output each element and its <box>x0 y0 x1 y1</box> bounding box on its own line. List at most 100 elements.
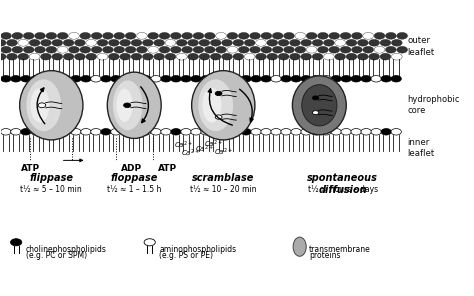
Circle shape <box>346 39 357 46</box>
Circle shape <box>86 39 97 46</box>
Circle shape <box>101 75 111 82</box>
Circle shape <box>215 91 222 96</box>
Circle shape <box>35 33 46 39</box>
Circle shape <box>306 33 317 39</box>
Circle shape <box>51 128 61 135</box>
Circle shape <box>46 33 57 39</box>
Circle shape <box>321 75 331 82</box>
Circle shape <box>278 39 289 46</box>
Text: ATP: ATP <box>157 164 177 173</box>
Circle shape <box>142 53 153 60</box>
Circle shape <box>391 75 401 82</box>
Circle shape <box>231 128 241 135</box>
Circle shape <box>91 33 102 39</box>
Ellipse shape <box>191 71 255 140</box>
Circle shape <box>201 75 211 82</box>
Circle shape <box>321 128 331 135</box>
Circle shape <box>392 39 402 46</box>
Text: ADP: ADP <box>121 164 143 173</box>
Circle shape <box>291 75 301 82</box>
Circle shape <box>318 33 328 39</box>
Circle shape <box>57 46 68 53</box>
Circle shape <box>244 39 255 46</box>
Circle shape <box>125 33 136 39</box>
Text: spontaneous
diffusion: spontaneous diffusion <box>307 173 378 195</box>
Circle shape <box>267 39 278 46</box>
Circle shape <box>142 39 153 46</box>
Circle shape <box>151 128 161 135</box>
Ellipse shape <box>202 88 221 123</box>
Circle shape <box>341 128 351 135</box>
Text: cholinephospholipids: cholinephospholipids <box>26 245 106 254</box>
Circle shape <box>148 33 159 39</box>
Circle shape <box>182 46 192 53</box>
Circle shape <box>211 128 221 135</box>
Circle shape <box>161 75 171 82</box>
Circle shape <box>281 128 291 135</box>
Circle shape <box>81 128 91 135</box>
Circle shape <box>250 33 260 39</box>
Circle shape <box>23 46 34 53</box>
Text: t½ ≈ 1 – 1.5 h: t½ ≈ 1 – 1.5 h <box>107 185 162 194</box>
Circle shape <box>0 128 11 135</box>
Text: aminophospholipids: aminophospholipids <box>159 245 236 254</box>
Circle shape <box>63 39 74 46</box>
Circle shape <box>283 33 294 39</box>
Circle shape <box>35 46 46 53</box>
Circle shape <box>120 53 130 60</box>
Text: $Ca^{2+}$: $Ca^{2+}$ <box>174 139 193 151</box>
Circle shape <box>290 39 301 46</box>
Circle shape <box>74 39 85 46</box>
Circle shape <box>301 128 311 135</box>
Circle shape <box>52 53 63 60</box>
Circle shape <box>144 239 155 246</box>
Circle shape <box>141 128 151 135</box>
Circle shape <box>29 39 40 46</box>
Circle shape <box>0 46 11 53</box>
Circle shape <box>267 53 278 60</box>
Circle shape <box>290 53 301 60</box>
Circle shape <box>10 239 22 246</box>
Circle shape <box>251 128 261 135</box>
Circle shape <box>352 46 362 53</box>
Circle shape <box>361 128 371 135</box>
Circle shape <box>7 53 18 60</box>
Circle shape <box>323 53 334 60</box>
Circle shape <box>171 128 181 135</box>
Circle shape <box>12 33 23 39</box>
Circle shape <box>374 33 385 39</box>
Circle shape <box>216 46 227 53</box>
Circle shape <box>97 53 108 60</box>
Circle shape <box>52 39 63 46</box>
Circle shape <box>120 39 130 46</box>
Circle shape <box>0 39 6 46</box>
Circle shape <box>215 115 222 119</box>
Text: floppase: floppase <box>110 173 158 183</box>
Text: $Ca^{2+}$: $Ca^{2+}$ <box>181 147 200 159</box>
Circle shape <box>341 75 351 82</box>
Circle shape <box>91 75 101 82</box>
Text: $Ca^{2+}$: $Ca^{2+}$ <box>204 139 224 150</box>
Text: $Ca^{2+}$: $Ca^{2+}$ <box>214 147 233 158</box>
Text: t½ ≈ hours – days: t½ ≈ hours – days <box>308 185 378 194</box>
Circle shape <box>210 53 221 60</box>
Circle shape <box>137 46 147 53</box>
Circle shape <box>391 128 401 135</box>
Circle shape <box>46 46 57 53</box>
Circle shape <box>221 128 231 135</box>
Circle shape <box>11 75 21 82</box>
Circle shape <box>31 128 41 135</box>
Circle shape <box>210 39 221 46</box>
Circle shape <box>244 53 255 60</box>
Circle shape <box>221 75 231 82</box>
Circle shape <box>272 33 283 39</box>
Circle shape <box>281 75 291 82</box>
Circle shape <box>109 39 119 46</box>
Circle shape <box>251 75 261 82</box>
Circle shape <box>369 53 380 60</box>
Circle shape <box>41 75 51 82</box>
Circle shape <box>71 128 81 135</box>
Circle shape <box>12 46 23 53</box>
Text: flippase: flippase <box>29 173 73 183</box>
Text: proteins: proteins <box>309 251 340 260</box>
